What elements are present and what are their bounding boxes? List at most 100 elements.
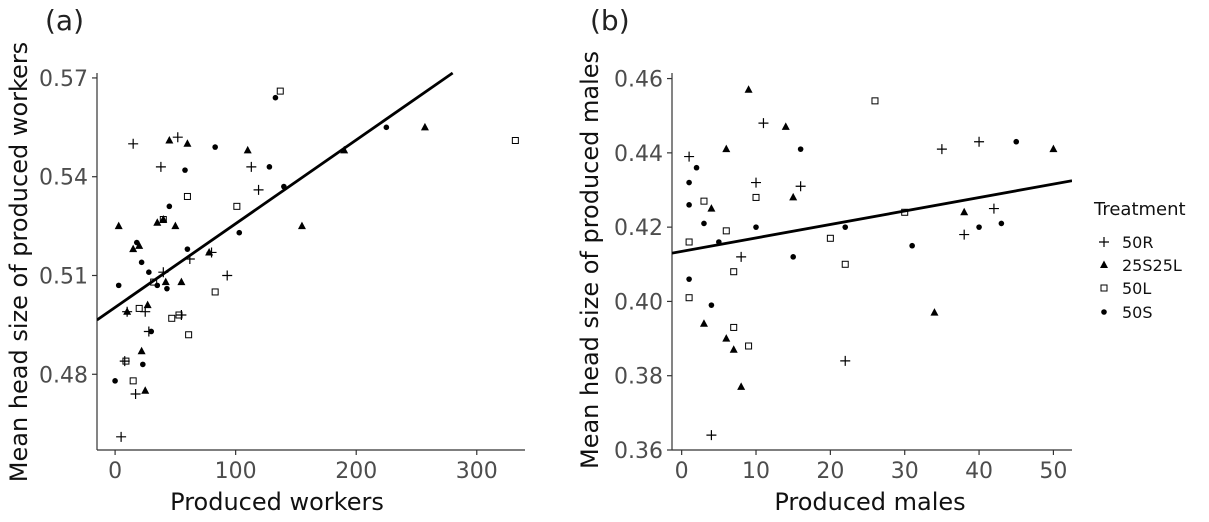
data-point-50l — [752, 193, 760, 201]
data-point-50s — [164, 285, 170, 292]
panel-b-ylabel: Mean head size of produced males — [576, 51, 604, 469]
data-point-50s — [701, 220, 707, 227]
data-point-50r — [116, 431, 127, 442]
data-point-50r — [840, 355, 851, 366]
data-point-50l — [730, 323, 738, 331]
data-point-50l — [685, 294, 693, 302]
x-tick-label: 40 — [965, 459, 993, 484]
y-tick-label: 0.42 — [614, 216, 663, 241]
data-point-25s25l — [243, 145, 252, 154]
data-point-50r — [988, 203, 999, 214]
data-point-50s — [266, 164, 273, 170]
legend-label-25s25l: 25S25L — [1122, 256, 1182, 275]
data-point-25s25l — [1049, 144, 1058, 153]
data-point-50s — [686, 179, 692, 186]
data-point-50s — [976, 224, 982, 230]
panel-b: 0 10 20 30 40 50 0.36 0.38 0.40 0.42 0.44 0.46 — [614, 68, 1072, 484]
y-tick-label: 0.44 — [614, 142, 663, 167]
data-point-25s25l — [789, 192, 798, 201]
data-point-50l — [183, 192, 191, 200]
data-point-50s — [148, 328, 155, 335]
x-tick-label: 0 — [675, 459, 689, 484]
data-point-50r — [684, 151, 695, 162]
x-tick-label: 0 — [108, 459, 122, 484]
data-point-50s — [212, 144, 218, 150]
legend-key-50s — [1101, 309, 1107, 315]
data-point-50r — [736, 251, 747, 262]
data-point-50s — [693, 164, 700, 171]
panel-a-ylabel: Mean head size of produced workers — [5, 42, 33, 482]
data-point-25s25l — [744, 85, 753, 93]
data-point-25s25l — [722, 144, 731, 153]
data-point-50l — [700, 197, 708, 205]
data-point-25s25l — [729, 345, 738, 353]
data-point-50s — [753, 224, 759, 230]
data-point-25s25l — [707, 204, 716, 212]
data-point-25s25l — [960, 207, 969, 216]
data-point-50r — [155, 161, 166, 172]
legend-label-50l: 50L — [1122, 279, 1151, 298]
data-point-50l — [159, 216, 167, 224]
data-point-25s25l — [737, 382, 746, 390]
data-point-25s25l — [781, 122, 790, 130]
y-tick-label: 0.36 — [614, 439, 663, 464]
legend-key-50l — [1100, 284, 1108, 292]
data-point-50s — [383, 124, 390, 131]
data-point-50s — [166, 203, 173, 210]
data-point-50s — [797, 146, 804, 152]
panel-b-xlabel: Produced males — [774, 488, 965, 516]
y-tick-label: 0.46 — [614, 68, 663, 93]
data-point-50s — [184, 246, 191, 252]
data-point-50l — [175, 311, 183, 319]
x-tick-label: 20 — [816, 459, 844, 484]
data-point-50l — [722, 227, 730, 235]
data-point-50l — [211, 288, 219, 296]
legend-label-50s: 50S — [1122, 303, 1153, 322]
data-point-25s25l — [159, 215, 168, 223]
x-tick-label: 30 — [891, 459, 919, 484]
data-point-25s25l — [123, 307, 132, 315]
data-point-50s — [272, 94, 279, 101]
data-point-50l — [841, 260, 849, 268]
data-point-50s — [140, 361, 146, 368]
data-point-50s — [909, 242, 915, 249]
data-point-50s — [115, 282, 122, 289]
data-point-25s25l — [153, 218, 162, 226]
data-point-50r — [172, 132, 183, 143]
data-point-50l — [826, 234, 834, 242]
data-point-50s — [154, 282, 161, 289]
data-point-25s25l — [930, 308, 939, 316]
data-point-25s25l — [141, 386, 150, 394]
data-point-50l — [511, 136, 519, 144]
data-point-25s25l — [205, 247, 214, 256]
y-tick-label: 0.38 — [614, 365, 663, 390]
data-point-50s — [998, 220, 1005, 227]
panel-b-label: (b) — [590, 4, 630, 37]
y-tick-label: 0.54 — [39, 166, 88, 191]
legend-title: Treatment — [1093, 199, 1186, 220]
x-tick-label: 200 — [335, 459, 377, 484]
y-tick-label: 0.57 — [39, 67, 88, 92]
data-point-50s — [686, 202, 692, 208]
data-point-50s — [133, 239, 140, 246]
x-tick-label: 100 — [215, 459, 257, 484]
data-point-50s — [708, 302, 715, 308]
data-point-50s — [790, 254, 796, 260]
panel-a-label: (a) — [45, 4, 84, 37]
data-point-50l — [185, 331, 193, 339]
regression-line — [97, 71, 454, 322]
data-point-25s25l — [722, 334, 731, 342]
legend-label-50r: 50R — [1122, 233, 1153, 252]
data-point-50r — [128, 138, 139, 149]
data-point-25s25l — [143, 300, 152, 309]
panel-a: 0 100 200 300 0.48 0.51 0.54 0.57 — [39, 67, 525, 484]
data-point-50r — [795, 181, 806, 192]
data-point-25s25l — [183, 139, 192, 147]
data-point-50r — [936, 144, 947, 155]
data-point-25s25l — [129, 244, 138, 253]
legend: Treatment 50R 25S25L 50L 50S — [1093, 199, 1186, 322]
data-point-50s — [138, 259, 145, 266]
data-point-50r — [974, 136, 985, 147]
data-point-50r — [130, 389, 141, 400]
panel-a-xlabel: Produced workers — [170, 488, 384, 516]
